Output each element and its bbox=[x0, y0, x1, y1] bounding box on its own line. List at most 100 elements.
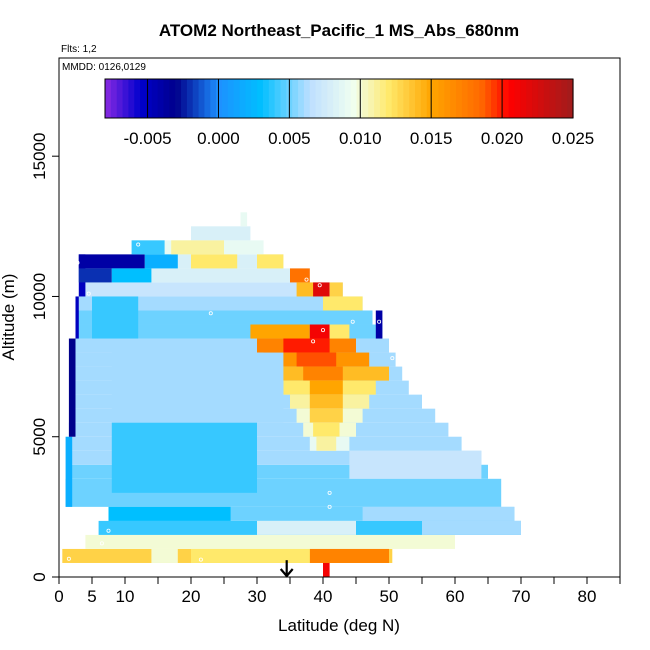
colorbar-tick-label-4: 0.015 bbox=[410, 129, 453, 148]
colorbar-swatch-16 bbox=[198, 79, 206, 118]
colorbar-swatch-72 bbox=[526, 79, 533, 118]
heatmap-cell-54 bbox=[283, 338, 330, 353]
sample-point-16 bbox=[317, 283, 322, 288]
colorbar-swatch-39 bbox=[333, 79, 340, 118]
colorbar-swatch-15 bbox=[192, 79, 200, 118]
colorbar-swatch-77 bbox=[555, 79, 562, 118]
colorbar-swatch-24 bbox=[245, 79, 252, 118]
x-axis-label: Latitude (deg N) bbox=[278, 616, 400, 635]
colorbar-swatch-8 bbox=[151, 79, 159, 118]
plot-frame bbox=[58, 57, 621, 578]
colorbar-swatch-49 bbox=[391, 79, 399, 118]
annotation-flights: Flts: 1,2 bbox=[61, 44, 97, 55]
colorbar-swatch-14 bbox=[186, 79, 194, 118]
sample-point-2 bbox=[106, 528, 111, 533]
sample-point-13 bbox=[350, 319, 355, 324]
heatmap-cell-17 bbox=[78, 296, 363, 311]
colorbar-swatch-28 bbox=[268, 79, 276, 118]
heatmap-cell-47 bbox=[329, 282, 343, 297]
colorbar-swatch-1 bbox=[110, 79, 118, 118]
colorbar-swatch-22 bbox=[233, 79, 241, 118]
colorbar-swatch-70 bbox=[514, 79, 521, 118]
colorbar-swatch-29 bbox=[274, 79, 282, 118]
sample-point-15 bbox=[390, 356, 395, 361]
colorbar-swatch-25 bbox=[251, 79, 258, 118]
heatmap-cell-48 bbox=[323, 296, 363, 311]
sample-point-17 bbox=[304, 277, 309, 282]
colorbar-swatch-55 bbox=[426, 79, 434, 118]
colorbar-swatch-45 bbox=[368, 79, 375, 118]
colorbar-swatch-4 bbox=[128, 79, 135, 118]
chart-title: ATOM2 Northeast_Pacific_1 MS_Abs_680nm bbox=[159, 21, 519, 40]
sample-point-18 bbox=[327, 490, 332, 495]
axes: 0 5 10 20 30 40 50 60 70 80 0 5000 10000 15000 bbox=[30, 57, 621, 606]
colorbar-swatch-10 bbox=[163, 79, 170, 118]
colorbar-swatch-18 bbox=[210, 79, 217, 118]
heatmap-cell-40 bbox=[191, 254, 238, 269]
annotation-dates: MMDD: 0126,0129 bbox=[62, 62, 146, 73]
sample-point-9 bbox=[136, 242, 141, 247]
sample-point-11 bbox=[320, 328, 325, 333]
colorbar-swatch-71 bbox=[520, 79, 527, 118]
x-tick-label-8: 70 bbox=[512, 587, 531, 606]
colorbar-swatch-7 bbox=[145, 79, 153, 118]
heatmap-cell-70 bbox=[111, 352, 284, 423]
heatmap-cell-1 bbox=[85, 534, 456, 549]
heatmap-cell-26 bbox=[151, 548, 178, 563]
heatmap-cell-39 bbox=[111, 268, 152, 283]
heatmap-cell-66 bbox=[313, 422, 340, 437]
colorbar-swatch-78 bbox=[561, 79, 568, 118]
colorbar-swatch-61 bbox=[461, 79, 469, 118]
heatmap-cell-25 bbox=[191, 548, 310, 563]
colorbar-swatch-23 bbox=[239, 79, 246, 118]
heatmap-cell-27 bbox=[323, 562, 330, 577]
sample-point-6 bbox=[86, 291, 91, 296]
colorbar-swatch-73 bbox=[532, 79, 539, 118]
colorbar-swatch-21 bbox=[227, 79, 235, 118]
heatmap-cell-32 bbox=[65, 436, 73, 507]
sample-point-14 bbox=[377, 319, 382, 324]
colorbar-swatch-50 bbox=[397, 79, 404, 118]
colorbar-swatch-37 bbox=[321, 79, 328, 118]
heatmap-cell-60 bbox=[309, 380, 343, 395]
x-tick-label-4: 30 bbox=[248, 587, 267, 606]
heatmap-cell-50 bbox=[309, 324, 330, 339]
colorbar-swatch-26 bbox=[257, 79, 264, 118]
sample-point-3 bbox=[198, 557, 203, 562]
heatmap-cell-42 bbox=[131, 240, 165, 255]
colorbar-swatch-6 bbox=[140, 79, 147, 118]
colorbar-swatch-47 bbox=[379, 79, 387, 118]
x-tick-label-7: 60 bbox=[446, 587, 465, 606]
sample-point-12 bbox=[311, 339, 316, 344]
colorbar-swatch-66 bbox=[491, 79, 498, 118]
heatmap-cell-31 bbox=[362, 506, 515, 521]
colorbar-swatch-19 bbox=[216, 79, 223, 118]
heatmap-cell-45 bbox=[296, 282, 317, 297]
heatmap-cell-69 bbox=[349, 450, 482, 479]
sample-point-4 bbox=[327, 504, 332, 509]
colorbar-swatch-5 bbox=[134, 79, 141, 118]
plot-area bbox=[62, 212, 521, 578]
colorbar-swatch-27 bbox=[262, 79, 270, 118]
colorbar-swatch-75 bbox=[543, 79, 551, 118]
colorbar-swatch-0 bbox=[105, 79, 112, 118]
heatmap-cell-22 bbox=[191, 226, 251, 241]
sample-point-5 bbox=[515, 539, 520, 544]
colorbar-swatch-36 bbox=[315, 79, 323, 118]
colorbar-swatch-38 bbox=[327, 79, 334, 118]
heatmap-cell-52 bbox=[375, 310, 383, 339]
x-tick-label-0: 0 bbox=[54, 587, 63, 606]
heatmap-cell-36 bbox=[78, 254, 145, 269]
colorbar-swatch-9 bbox=[157, 79, 165, 118]
colorbar-tick-label-0: -0.005 bbox=[123, 129, 171, 148]
y-tick-label-3: 15000 bbox=[30, 133, 49, 180]
colorbar-swatch-40 bbox=[339, 79, 346, 118]
heatmap-cell-28 bbox=[257, 520, 356, 535]
arrow-marker bbox=[279, 560, 294, 578]
colorbar-tick-label-5: 0.020 bbox=[481, 129, 524, 148]
colorbar-swatch-44 bbox=[362, 79, 369, 118]
sample-point-1 bbox=[99, 541, 104, 546]
colorbar-swatch-62 bbox=[467, 79, 475, 118]
colorbar-swatch-59 bbox=[450, 79, 457, 118]
